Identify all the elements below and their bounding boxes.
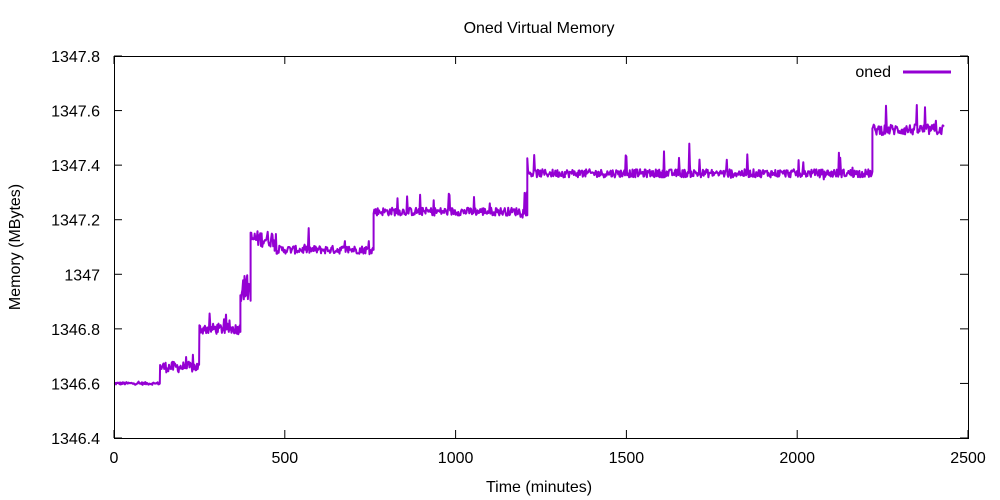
y-tick-label: 1347.2 [51,213,100,230]
y-tick-label: 1347.6 [51,104,100,121]
x-tick-label: 1000 [438,450,474,467]
legend: oned [855,64,951,81]
x-tick-label: 0 [110,450,119,467]
y-tick-label: 1346.4 [51,431,100,448]
series-line-oned [113,104,945,386]
x-axis: 0 500 1000 1500 2000 2500 [110,56,986,467]
x-tick-label: 2500 [950,450,986,467]
y-tick-label: 1346.8 [51,322,100,339]
y-axis: 1346.4 1346.6 1346.8 1347 1347.2 1347.4 1347.6… [51,49,968,448]
x-axis-label: Time (minutes) [486,479,592,496]
plot-frame [114,56,969,439]
chart-title: Oned Virtual Memory [464,20,615,37]
y-tick-label: 1347.8 [51,49,100,66]
x-tick-label: 1500 [609,450,645,467]
y-tick-label: 1347 [64,267,100,284]
x-tick-label: 2000 [779,450,815,467]
y-axis-label: Memory (MBytes) [7,184,24,310]
legend-label-oned: oned [855,64,891,81]
y-tick-label: 1346.6 [51,376,100,393]
x-tick-label: 500 [271,450,298,467]
y-tick-label: 1347.4 [51,158,100,175]
